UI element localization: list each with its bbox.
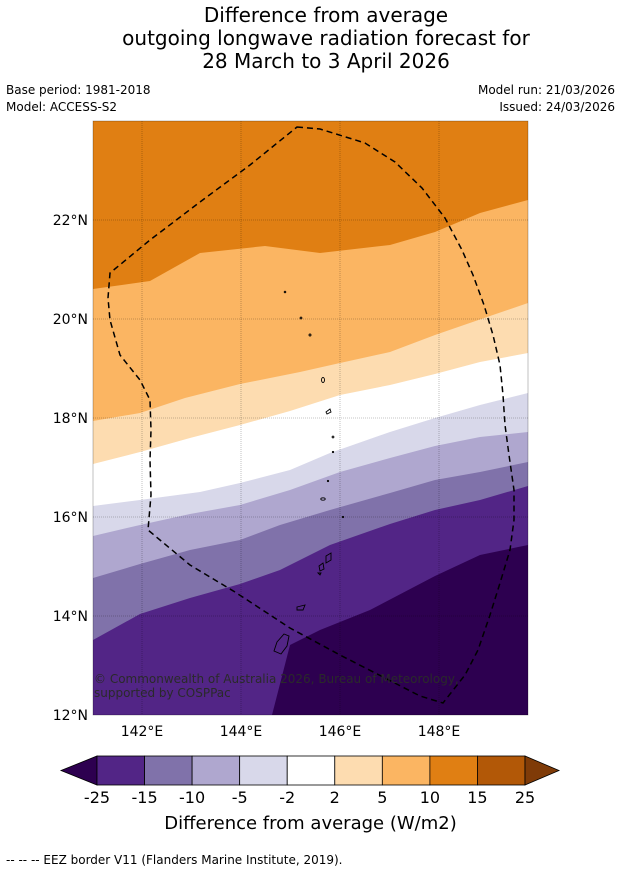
eez-legend-note: -- -- -- EEZ border V11 (Flanders Marine… [6,853,343,867]
colorbar-tick-label: -5 [232,788,248,807]
colorbar-tick-label: -2 [279,788,295,807]
colorbar-segment [191,755,241,786]
lat-label-16n: 16°N [53,510,88,526]
colorbar-segment [477,755,526,786]
eez-border [107,126,515,704]
lat-label-22n: 22°N [53,213,88,229]
model-run: Model run: 21/03/2026 [477,83,615,97]
colorbar-tick-label: 2 [330,788,340,807]
lat-label-20n: 20°N [53,312,88,328]
copyright-notice: © Commonwealth of Australia 2026, Bureau… [94,672,459,700]
lat-label-18n: 18°N [53,411,88,427]
colorbar-segment [381,755,431,786]
lon-label-148e: 148°E [418,724,461,740]
colorbar-tick-label: -10 [179,788,205,807]
colorbar-tick-label: 25 [515,788,535,807]
map-title: Difference from average outgoing longwav… [0,4,621,73]
lon-label-142e: 142°E [121,724,164,740]
anomaly-field [93,121,528,715]
colorbar: -25 -15 -10 -5 -2 2 5 10 15 25 [59,755,561,807]
lat-label-12n: 12°N [53,708,88,724]
colorbar-tick-label: 10 [420,788,440,807]
colorbar-tick-label: -15 [131,788,157,807]
title-line-1: Difference from average [203,3,449,27]
colorbar-segment [286,755,336,786]
model-name: Model: ACCESS-S2 [6,100,118,114]
colorbar-segment [239,755,288,786]
colorbar-tick-label: 15 [467,788,487,807]
colorbar-segment [429,755,478,786]
colorbar-segment [144,755,193,786]
map-frame [92,120,529,716]
lon-axis: 142°E 144°E 146°E 148°E [121,724,461,740]
colorbar-extend-high [524,755,561,786]
base-period: Base period: 1981-2018 [6,83,151,97]
meta-right: Model run: 21/03/2026 Issued: 24/03/2026 [478,83,615,117]
issued-date: Issued: 24/03/2026 [499,100,615,114]
colorbar-tick-label: 5 [377,788,387,807]
islands [273,290,345,655]
title-line-3: 28 March to 3 April 2026 [202,49,450,73]
colorbar-segment [96,755,145,786]
meta-left: Base period: 1981-2018 Model: ACCESS-S2 [6,83,151,117]
colorbar-extend-low [59,755,98,786]
colorbar-label: Difference from average (W/m2) [164,813,457,834]
band-below-neg-25 [272,545,528,715]
lat-axis: 22°N 20°N 18°N 16°N 14°N 12°N [53,213,88,724]
lon-label-144e: 144°E [220,724,263,740]
lon-label-146e: 146°E [319,724,362,740]
colorbar-segment [334,755,383,786]
lat-label-14n: 14°N [53,609,88,625]
title-line-2: outgoing longwave radiation forecast for [122,26,530,50]
map-gridlines [93,121,528,715]
colorbar-tick-label: -25 [84,788,110,807]
